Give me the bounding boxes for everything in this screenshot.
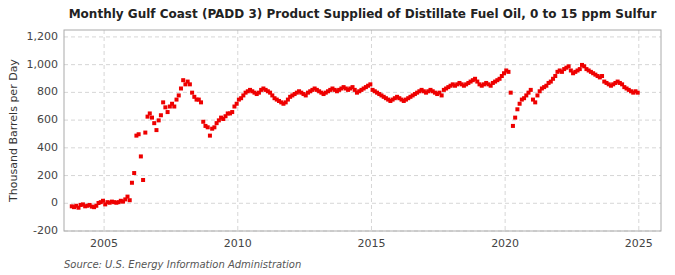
point — [553, 74, 557, 78]
point — [141, 178, 145, 182]
y-grid-line — [64, 64, 661, 65]
point — [125, 195, 129, 199]
point — [137, 132, 141, 136]
point — [172, 105, 176, 109]
point — [518, 102, 522, 106]
point — [154, 128, 158, 132]
point — [166, 110, 170, 114]
point — [513, 116, 517, 120]
y-tick-label: 400 — [37, 141, 58, 154]
chart-svg: -200 0 200 400 600 800 1,000 1,200 2005 2010 2015 2… — [0, 0, 675, 275]
x-grid-line — [371, 30, 372, 231]
point — [201, 120, 205, 124]
point — [206, 125, 210, 129]
chart-container: -200 0 200 400 600 800 1,000 1,200 2005 2010 2015 2… — [0, 0, 675, 275]
point — [578, 67, 582, 71]
point — [533, 100, 537, 104]
y-tick-label: 0 — [51, 196, 58, 209]
plot-frame — [64, 30, 661, 231]
point — [148, 111, 152, 115]
point — [600, 74, 604, 78]
x-tick-label: 2010 — [224, 237, 252, 250]
y-tick-label: 800 — [37, 85, 58, 98]
point — [188, 82, 192, 86]
axes: -200 0 200 400 600 800 1,000 1,200 2005 2010 2015 2… — [27, 30, 653, 250]
point — [190, 91, 194, 95]
point — [509, 91, 513, 95]
y-grid-line — [64, 120, 661, 121]
point — [567, 64, 571, 68]
x-grid-line — [638, 30, 639, 231]
point — [150, 116, 154, 120]
x-grid-line — [237, 30, 238, 231]
point — [235, 102, 239, 106]
x-tick-label: 2020 — [491, 237, 519, 250]
y-tick-label: 1,000 — [27, 58, 59, 71]
point — [506, 70, 510, 74]
title: Monthly Gulf Coast (PADD 3) Product Supp… — [69, 7, 657, 21]
point — [177, 93, 181, 97]
point — [230, 110, 234, 114]
point — [179, 86, 183, 90]
point — [128, 198, 132, 202]
grid — [64, 30, 661, 231]
y-axis-label: Thousand Barrels per Day — [7, 59, 20, 203]
y-grid-line — [64, 36, 661, 37]
plot-background — [64, 30, 661, 231]
point — [175, 98, 179, 102]
y-grid-line — [64, 175, 661, 176]
point — [208, 134, 212, 138]
y-grid-line — [64, 92, 661, 93]
point — [163, 105, 167, 109]
point — [130, 181, 134, 185]
y-tick-label: 1,200 — [27, 30, 59, 43]
points — [70, 63, 640, 210]
point — [368, 82, 372, 86]
y-tick-label: -200 — [33, 224, 58, 237]
point — [161, 100, 165, 104]
source-note: Source: U.S. Energy Information Administ… — [64, 259, 301, 270]
point — [132, 171, 136, 175]
y-grid-line — [64, 203, 661, 204]
x-tick-label: 2005 — [90, 237, 118, 250]
point — [212, 125, 216, 129]
y-grid-line — [64, 147, 661, 148]
point — [159, 113, 163, 117]
point — [511, 124, 515, 128]
point — [143, 131, 147, 135]
point — [515, 107, 519, 111]
x-tick-label: 2025 — [625, 237, 653, 250]
point — [139, 154, 143, 158]
point — [636, 91, 640, 95]
y-tick-label: 600 — [37, 113, 58, 126]
point — [535, 93, 539, 97]
x-grid-line — [505, 30, 506, 231]
point — [440, 93, 444, 97]
point — [529, 88, 533, 92]
point — [199, 100, 203, 104]
point — [181, 78, 185, 82]
point — [152, 121, 156, 125]
point — [157, 118, 161, 122]
x-tick-label: 2015 — [357, 237, 385, 250]
y-tick-label: 200 — [37, 169, 58, 182]
point — [101, 199, 105, 203]
